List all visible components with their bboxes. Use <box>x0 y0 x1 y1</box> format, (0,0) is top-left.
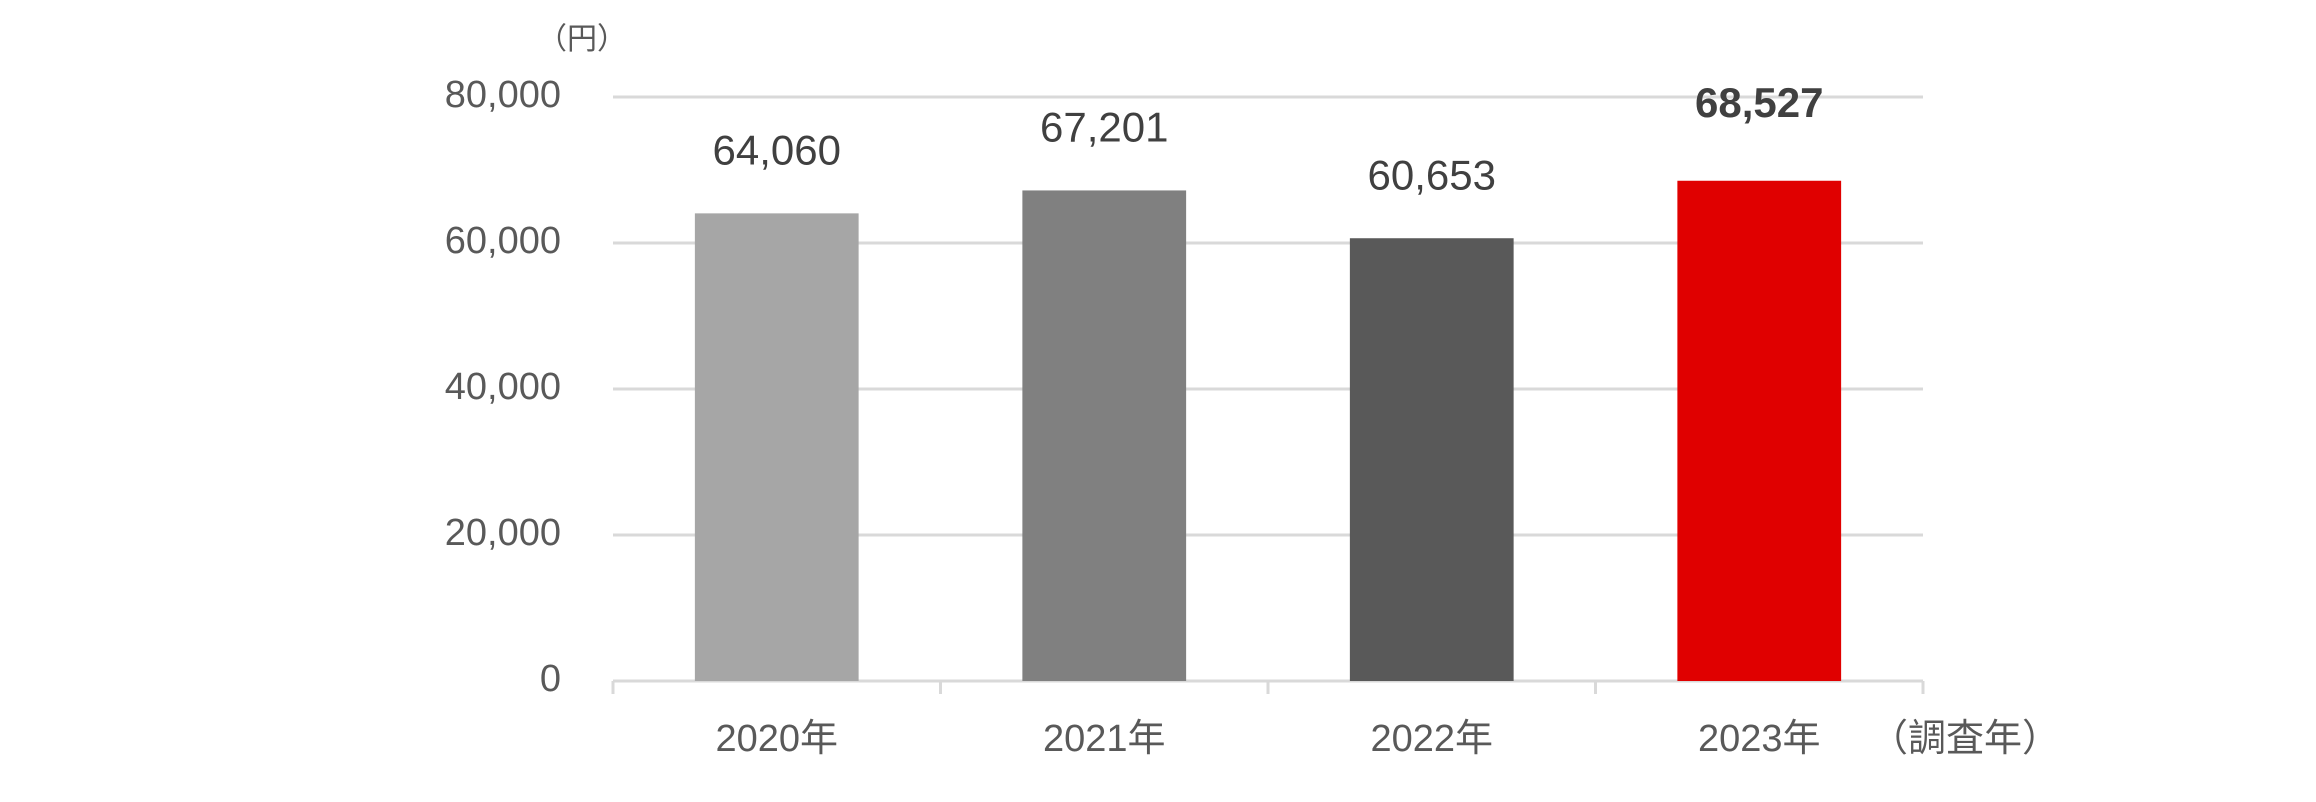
x-tick-label: 2023年 <box>1698 718 1821 760</box>
value-label: 67,201 <box>1040 104 1168 151</box>
y-tick-label: 80,000 <box>445 74 561 116</box>
bar <box>1677 180 1842 681</box>
y-tick-label: 20,000 <box>445 512 561 554</box>
y-tick-label: 0 <box>540 658 561 700</box>
bar <box>1349 238 1514 681</box>
value-label: 64,060 <box>713 126 841 173</box>
bar <box>1022 190 1187 682</box>
x-tick-label: 2022年 <box>1370 718 1493 760</box>
x-axis-label: （調査年） <box>1870 718 2060 760</box>
value-label: 68,527 <box>1695 79 1823 126</box>
y-tick-label: 40,000 <box>445 366 561 408</box>
x-tick-label: 2020年 <box>715 718 838 760</box>
y-axis-label: （円） <box>537 23 627 56</box>
value-label: 60,653 <box>1368 151 1496 198</box>
bar <box>694 213 859 681</box>
x-tick-label: 2021年 <box>1043 718 1166 760</box>
y-tick-label: 60,000 <box>445 220 561 262</box>
